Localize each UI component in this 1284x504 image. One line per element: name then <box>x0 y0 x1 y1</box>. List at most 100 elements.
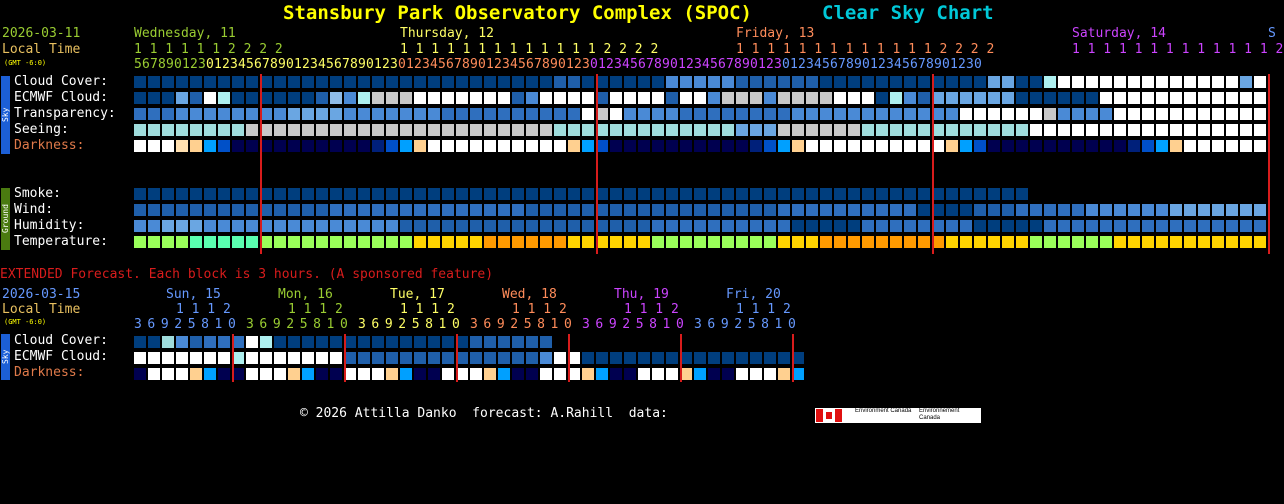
ext-ecmwf-cloud-block[interactable] <box>372 352 384 364</box>
cloud-cover-block[interactable] <box>204 76 216 88</box>
ext-ecmwf-cloud-block[interactable] <box>764 352 776 364</box>
temperature-block[interactable] <box>666 236 678 248</box>
smoke-block[interactable] <box>848 188 860 200</box>
wind-block[interactable] <box>862 204 874 216</box>
cloud-cover-block[interactable] <box>624 76 636 88</box>
transparency-block[interactable] <box>428 108 440 120</box>
humidity-block[interactable] <box>708 220 720 232</box>
seeing-block[interactable] <box>526 124 538 136</box>
seeing-block[interactable] <box>750 124 762 136</box>
ext-darkness-block[interactable] <box>694 368 706 380</box>
transparency-block[interactable] <box>330 108 342 120</box>
seeing-block[interactable] <box>302 124 314 136</box>
temperature-block[interactable] <box>1044 236 1056 248</box>
cloud-cover-block[interactable] <box>1212 76 1224 88</box>
seeing-block[interactable] <box>344 124 356 136</box>
wind-block[interactable] <box>218 204 230 216</box>
cloud-cover-block[interactable] <box>848 76 860 88</box>
ecmwf-cloud-block[interactable] <box>456 92 468 104</box>
cloud-cover-block[interactable] <box>554 76 566 88</box>
smoke-block[interactable] <box>484 188 496 200</box>
ecmwf-cloud-block[interactable] <box>232 92 244 104</box>
temperature-block[interactable] <box>862 236 874 248</box>
ext-darkness-block[interactable] <box>456 368 468 380</box>
ext-darkness-block[interactable] <box>386 368 398 380</box>
darkness-block[interactable] <box>246 140 258 152</box>
transparency-block[interactable] <box>134 108 146 120</box>
ext-ecmwf-cloud-block[interactable] <box>358 352 370 364</box>
temperature-block[interactable] <box>652 236 664 248</box>
wind-block[interactable] <box>470 204 482 216</box>
wind-block[interactable] <box>274 204 286 216</box>
wind-block[interactable] <box>1086 204 1098 216</box>
darkness-block[interactable] <box>1058 140 1070 152</box>
darkness-block[interactable] <box>946 140 958 152</box>
transparency-block[interactable] <box>288 108 300 120</box>
transparency-block[interactable] <box>484 108 496 120</box>
wind-block[interactable] <box>246 204 258 216</box>
darkness-block[interactable] <box>834 140 846 152</box>
cloud-cover-block[interactable] <box>512 76 524 88</box>
smoke-block[interactable] <box>400 188 412 200</box>
humidity-block[interactable] <box>806 220 818 232</box>
ecmwf-cloud-block[interactable] <box>358 92 370 104</box>
humidity-block[interactable] <box>176 220 188 232</box>
darkness-block[interactable] <box>344 140 356 152</box>
seeing-block[interactable] <box>1002 124 1014 136</box>
transparency-block[interactable] <box>162 108 174 120</box>
transparency-block[interactable] <box>512 108 524 120</box>
temperature-block[interactable] <box>932 236 944 248</box>
wind-block[interactable] <box>1100 204 1112 216</box>
cloud-cover-block[interactable] <box>792 76 804 88</box>
wind-block[interactable] <box>1254 204 1266 216</box>
wind-block[interactable] <box>1170 204 1182 216</box>
ecmwf-cloud-block[interactable] <box>848 92 860 104</box>
humidity-block[interactable] <box>274 220 286 232</box>
seeing-block[interactable] <box>484 124 496 136</box>
transparency-block[interactable] <box>624 108 636 120</box>
humidity-block[interactable] <box>890 220 902 232</box>
seeing-block[interactable] <box>162 124 174 136</box>
seeing-block[interactable] <box>1100 124 1112 136</box>
ecmwf-cloud-block[interactable] <box>568 92 580 104</box>
ext-darkness-block[interactable] <box>526 368 538 380</box>
temperature-block[interactable] <box>848 236 860 248</box>
ecmwf-cloud-block[interactable] <box>1128 92 1140 104</box>
transparency-block[interactable] <box>764 108 776 120</box>
ext-ecmwf-cloud-block[interactable] <box>232 352 244 364</box>
ext-cloud-cover-block[interactable] <box>498 336 510 348</box>
wind-block[interactable] <box>526 204 538 216</box>
darkness-block[interactable] <box>792 140 804 152</box>
wind-block[interactable] <box>974 204 986 216</box>
ext-ecmwf-cloud-block[interactable] <box>526 352 538 364</box>
transparency-block[interactable] <box>680 108 692 120</box>
temperature-block[interactable] <box>1058 236 1070 248</box>
smoke-block[interactable] <box>176 188 188 200</box>
ecmwf-cloud-block[interactable] <box>1030 92 1042 104</box>
transparency-block[interactable] <box>470 108 482 120</box>
ecmwf-cloud-block[interactable] <box>750 92 762 104</box>
darkness-block[interactable] <box>778 140 790 152</box>
ext-darkness-block[interactable] <box>260 368 272 380</box>
darkness-block[interactable] <box>442 140 454 152</box>
seeing-block[interactable] <box>736 124 748 136</box>
seeing-block[interactable] <box>988 124 1000 136</box>
ext-ecmwf-cloud-block[interactable] <box>778 352 790 364</box>
ecmwf-cloud-block[interactable] <box>1072 92 1084 104</box>
ext-ecmwf-cloud-block[interactable] <box>316 352 328 364</box>
humidity-block[interactable] <box>820 220 832 232</box>
transparency-block[interactable] <box>1016 108 1028 120</box>
ecmwf-cloud-block[interactable] <box>862 92 874 104</box>
ext-darkness-block[interactable] <box>302 368 314 380</box>
ecmwf-cloud-block[interactable] <box>918 92 930 104</box>
cloud-cover-block[interactable] <box>1198 76 1210 88</box>
ecmwf-cloud-block[interactable] <box>148 92 160 104</box>
transparency-block[interactable] <box>1002 108 1014 120</box>
environment-canada-logo[interactable]: Environment Canada Environnement Canada <box>815 408 981 423</box>
humidity-block[interactable] <box>1016 220 1028 232</box>
ext-cloud-cover-block[interactable] <box>456 336 468 348</box>
darkness-block[interactable] <box>1170 140 1182 152</box>
smoke-block[interactable] <box>428 188 440 200</box>
darkness-block[interactable] <box>316 140 328 152</box>
ext-ecmwf-cloud-block[interactable] <box>568 352 580 364</box>
